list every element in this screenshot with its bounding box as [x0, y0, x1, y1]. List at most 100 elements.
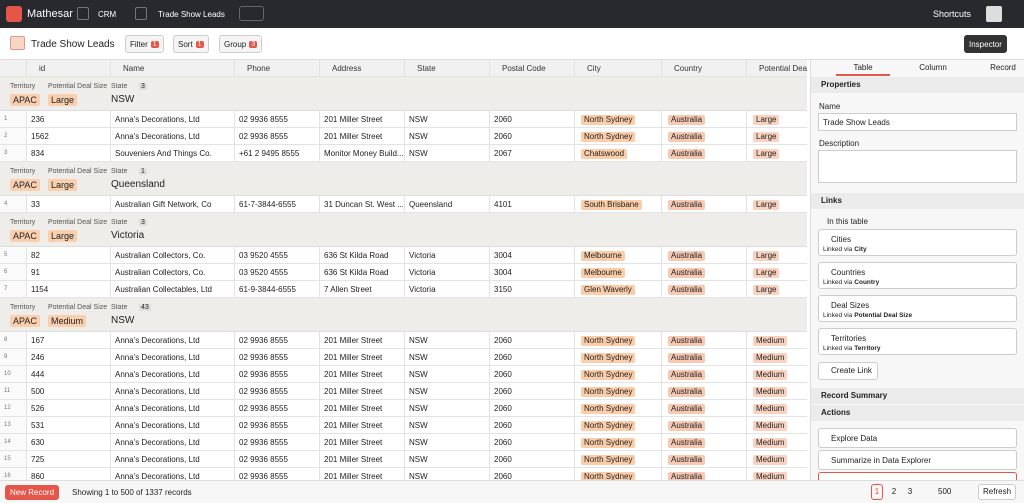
cell[interactable]: 02 9936 8555: [235, 128, 320, 145]
cell[interactable]: Anna's Decorations, Ltd: [111, 128, 235, 145]
column-header[interactable]: Potential Deal Si: [747, 60, 807, 77]
cell[interactable]: NSW: [405, 332, 490, 349]
cell[interactable]: Australia: [662, 264, 747, 281]
cell[interactable]: 02 9936 8555: [235, 400, 320, 417]
cell[interactable]: 33: [27, 196, 111, 213]
cell[interactable]: 2060: [490, 332, 575, 349]
refresh-button[interactable]: Refresh: [978, 484, 1017, 500]
description-input[interactable]: [818, 150, 1017, 183]
section-header[interactable]: Record Summary: [811, 388, 1024, 404]
cell[interactable]: 02 9936 8555: [235, 111, 320, 128]
cell[interactable]: 246: [27, 349, 111, 366]
column-header[interactable]: City: [575, 60, 662, 77]
cell[interactable]: 2060: [490, 468, 575, 480]
cell[interactable]: Large: [747, 111, 807, 128]
cell[interactable]: 2060: [490, 349, 575, 366]
page-button[interactable]: 2: [891, 487, 897, 496]
cell[interactable]: 201 Miller Street: [320, 434, 405, 451]
cell[interactable]: Australia: [662, 383, 747, 400]
cell[interactable]: North Sydney: [575, 434, 662, 451]
cell[interactable]: +61 2 9495 8555: [235, 145, 320, 162]
cell[interactable]: Australian Collectables, Ltd: [111, 281, 235, 298]
cell[interactable]: Australian Collectors, Co.: [111, 247, 235, 264]
cell[interactable]: 201 Miller Street: [320, 366, 405, 383]
inspector-button[interactable]: Inspector: [964, 35, 1007, 53]
cell[interactable]: 630: [27, 434, 111, 451]
cell[interactable]: Souveniers And Things Co.: [111, 145, 235, 162]
cell[interactable]: Large: [747, 264, 807, 281]
column-header[interactable]: State: [405, 60, 490, 77]
section-header[interactable]: Properties: [811, 77, 1024, 93]
cell[interactable]: Victoria: [405, 264, 490, 281]
cell[interactable]: Anna's Decorations, Ltd: [111, 366, 235, 383]
cell[interactable]: 636 St Kilda Road: [320, 247, 405, 264]
cell[interactable]: 526: [27, 400, 111, 417]
cell[interactable]: Medium: [747, 417, 807, 434]
cell[interactable]: 91: [27, 264, 111, 281]
cell[interactable]: Victoria: [405, 281, 490, 298]
cell[interactable]: Australia: [662, 145, 747, 162]
cell[interactable]: Australia: [662, 281, 747, 298]
cell[interactable]: Australia: [662, 468, 747, 480]
cell[interactable]: 02 9936 8555: [235, 349, 320, 366]
column-header[interactable]: Address: [320, 60, 405, 77]
cell[interactable]: Anna's Decorations, Ltd: [111, 383, 235, 400]
cell[interactable]: Large: [747, 128, 807, 145]
cell[interactable]: NSW: [405, 111, 490, 128]
section-header[interactable]: Actions: [811, 405, 1024, 421]
cell[interactable]: 02 9936 8555: [235, 434, 320, 451]
cell[interactable]: 02 9936 8555: [235, 332, 320, 349]
page-size[interactable]: 500: [938, 487, 952, 496]
cell[interactable]: North Sydney: [575, 451, 662, 468]
cell[interactable]: NSW: [405, 145, 490, 162]
link-card[interactable]: Cities Linked via City: [818, 229, 1017, 256]
cell[interactable]: Anna's Decorations, Ltd: [111, 451, 235, 468]
cell[interactable]: 201 Miller Street: [320, 451, 405, 468]
cell[interactable]: South Brisbane: [575, 196, 662, 213]
cell[interactable]: Victoria: [405, 247, 490, 264]
cell[interactable]: North Sydney: [575, 332, 662, 349]
section-header[interactable]: Links: [811, 193, 1024, 209]
cell[interactable]: 201 Miller Street: [320, 332, 405, 349]
column-header[interactable]: Name: [111, 60, 235, 77]
cell[interactable]: Australia: [662, 332, 747, 349]
cell[interactable]: Medium: [747, 383, 807, 400]
cell[interactable]: Medium: [747, 332, 807, 349]
cell[interactable]: 201 Miller Street: [320, 468, 405, 480]
cell[interactable]: 201 Miller Street: [320, 383, 405, 400]
cell[interactable]: Anna's Decorations, Ltd: [111, 400, 235, 417]
cell[interactable]: 3004: [490, 247, 575, 264]
cell[interactable]: 167: [27, 332, 111, 349]
new-record-button[interactable]: New Record: [5, 485, 60, 500]
cell[interactable]: 500: [27, 383, 111, 400]
breadcrumb[interactable]: Trade Show Leads: [158, 10, 225, 19]
cell[interactable]: Anna's Decorations, Ltd: [111, 111, 235, 128]
cell[interactable]: Melbourne: [575, 264, 662, 281]
cell[interactable]: 2060: [490, 451, 575, 468]
cell[interactable]: Anna's Decorations, Ltd: [111, 332, 235, 349]
cell[interactable]: 02 9936 8555: [235, 417, 320, 434]
cell[interactable]: Australia: [662, 111, 747, 128]
cell[interactable]: North Sydney: [575, 111, 662, 128]
cell[interactable]: Australia: [662, 128, 747, 145]
cell[interactable]: NSW: [405, 434, 490, 451]
cell[interactable]: North Sydney: [575, 383, 662, 400]
cell[interactable]: NSW: [405, 468, 490, 480]
cell[interactable]: NSW: [405, 128, 490, 145]
cell[interactable]: Medium: [747, 434, 807, 451]
cell[interactable]: Monitor Money Build...: [320, 145, 405, 162]
cell[interactable]: 201 Miller Street: [320, 128, 405, 145]
cell[interactable]: Medium: [747, 468, 807, 480]
tab[interactable]: Column: [919, 63, 947, 72]
action-button[interactable]: Summarize in Data Explorer: [818, 450, 1017, 470]
page-button[interactable]: 3: [907, 487, 913, 496]
cell[interactable]: 444: [27, 366, 111, 383]
cell[interactable]: Anna's Decorations, Ltd: [111, 434, 235, 451]
cell[interactable]: 61-7-3844-6555: [235, 196, 320, 213]
cell[interactable]: 3004: [490, 264, 575, 281]
cell[interactable]: Anna's Decorations, Ltd: [111, 349, 235, 366]
cell[interactable]: 03 9520 4555: [235, 247, 320, 264]
link-card[interactable]: Deal Sizes Linked via Potential Deal Size: [818, 295, 1017, 322]
page-button[interactable]: 1: [871, 484, 883, 500]
cell[interactable]: 4101: [490, 196, 575, 213]
